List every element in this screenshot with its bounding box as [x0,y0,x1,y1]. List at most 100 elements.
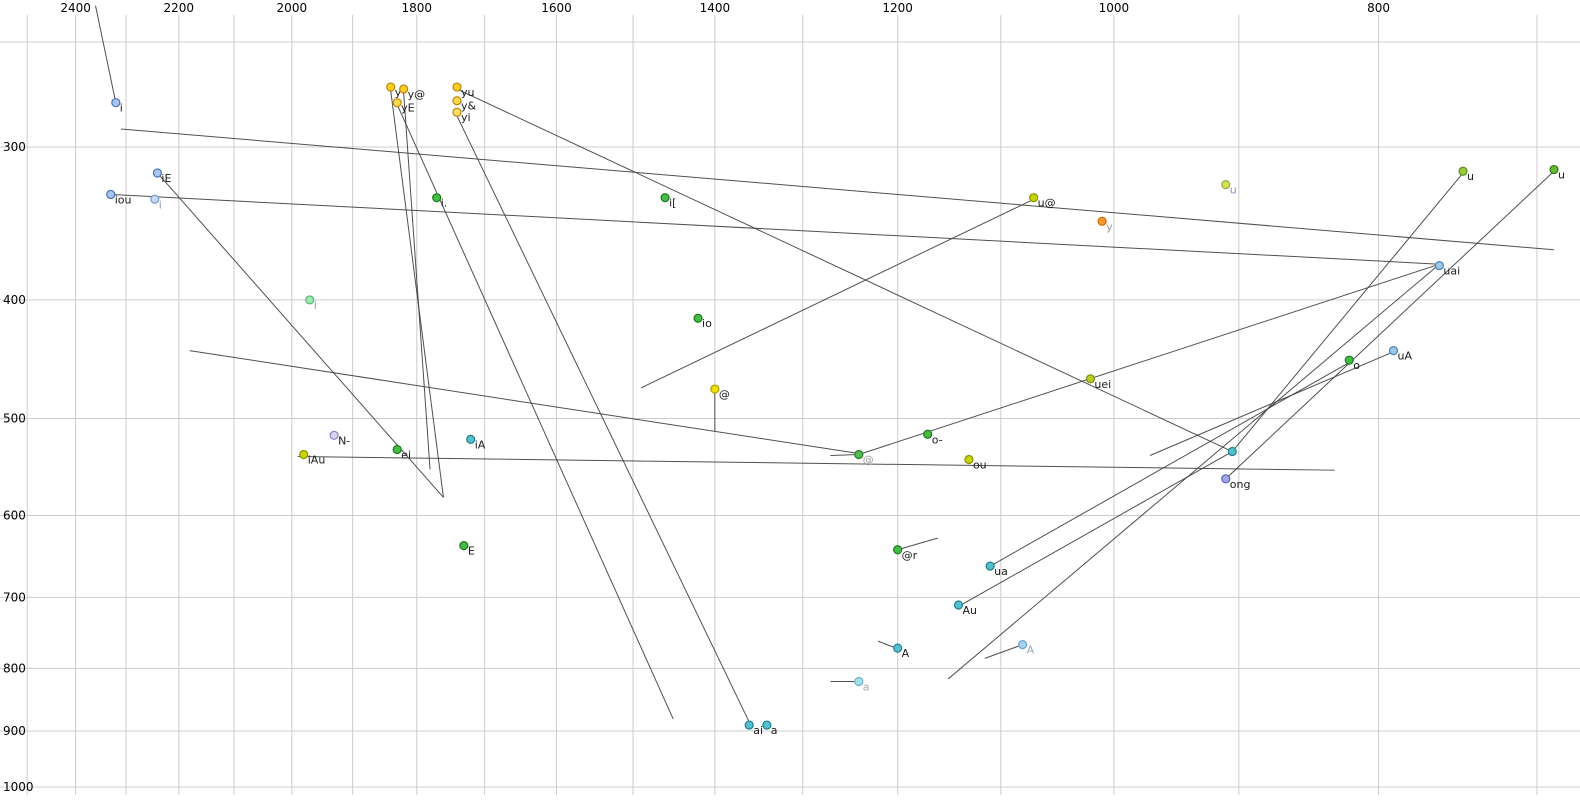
data-point-iE[interactable] [152,168,163,178]
data-point-iA[interactable] [466,434,476,445]
data-point-A[interactable] [1018,640,1028,650]
data-point-uA[interactable] [1388,345,1399,356]
x-tick-label: 800 [1367,1,1390,15]
point-label: N- [338,434,350,447]
trajectory-line [456,115,750,723]
data-point-@r[interactable] [893,545,903,555]
data-point-iAu[interactable] [299,449,309,460]
trajectory-line [403,92,431,470]
data-point-yu[interactable] [452,82,462,92]
data-point-N-[interactable] [329,430,339,440]
data-point-yE[interactable] [392,98,402,108]
trajectory-line [456,88,1233,452]
x-tick-label: 2400 [60,1,91,15]
data-point-io[interactable] [693,313,703,323]
point-label: Au [963,604,978,617]
data-point-y[interactable] [386,82,396,92]
data-point-iou[interactable] [106,189,116,200]
data-point-o-[interactable] [923,429,933,439]
trajectory-line [947,263,1440,680]
data-point-ong[interactable] [1221,474,1231,484]
point-label: yi [461,111,471,124]
data-point-i[interactable] [111,98,121,108]
data-point-a[interactable] [762,720,772,730]
point-label: u [1230,184,1237,197]
point-label: i. [441,197,448,210]
data-point-ou[interactable] [964,454,974,465]
trajectory-line [1231,172,1464,452]
trajectory-line [297,456,1335,471]
point-label: @ [863,454,874,467]
point-label: iA [475,438,486,451]
point-label: u [1467,170,1474,183]
data-point-y&[interactable] [452,96,462,106]
point-label: io [702,317,712,330]
point-label: A [902,647,910,660]
y-tick-label: 1000 [3,780,34,794]
point-label: uai [1443,265,1460,278]
data-point-i[[interactable] [660,193,670,203]
data-point-i[interactable] [150,194,160,204]
data-point-u@[interactable] [1029,193,1039,203]
point-label: A [1027,644,1035,657]
point-label: a [771,724,778,737]
point-label: y& [461,100,477,113]
data-point-uai[interactable] [1434,261,1444,271]
point-label: u [1558,169,1565,182]
point-label: ong [1230,478,1251,491]
point-label: @ [719,388,730,401]
data-point-y[interactable] [1097,216,1107,226]
data-point-i[interactable] [305,295,315,305]
data-point-y@[interactable] [399,84,409,94]
trajectory-line [830,454,859,457]
point-label: y [1106,220,1113,233]
data-point-yi[interactable] [452,107,462,117]
x-tick-label: 2200 [164,1,195,15]
point-label: ai [753,724,763,737]
data-point-u[interactable] [1549,164,1559,175]
trajectory-line [858,263,1440,455]
point-label: y [395,86,402,99]
data-point-Au[interactable] [953,600,964,610]
point-label: i [120,102,123,115]
data-point-ai[interactable] [744,720,754,730]
y-tick-label: 500 [3,412,26,426]
trajectory-line [897,537,939,551]
trajectory-line [189,350,859,455]
x-tick-label: 1400 [700,1,731,15]
trajectory-line [958,451,1233,607]
trajectory-line [95,5,117,103]
data-point-uei[interactable] [1085,374,1096,384]
data-point-a[interactable] [854,676,864,687]
data-point-@[interactable] [710,384,720,394]
point-label: iAu [308,454,326,467]
point-label: y@ [408,88,426,101]
y-tick-label: 300 [3,140,26,154]
data-point-i.[interactable] [432,193,442,203]
point-label: iE [161,172,171,185]
data-point-u[interactable] [1221,180,1231,190]
x-tick-label: 1200 [882,1,913,15]
point-label: ei [401,449,411,462]
y-tick-label: 900 [3,724,26,738]
point-label: ou [973,458,987,471]
point-label: ua [994,565,1008,578]
data-point-@[interactable] [854,449,864,460]
data-point-E[interactable] [459,541,469,551]
point-label: o [1353,359,1360,372]
data-point-A[interactable] [893,643,903,653]
point-label: iou [115,193,132,206]
data-point-ua[interactable] [985,561,995,571]
data-point-u[interactable] [1458,166,1468,176]
x-tick-label: 1800 [402,1,433,15]
data-point-unlabeled[interactable] [1227,446,1237,457]
trajectory-line [984,644,1023,659]
point-label: E [468,545,475,558]
trajectory-line [396,104,674,720]
x-tick-label: 2000 [277,1,308,15]
trajectory-line [640,198,1034,389]
data-point-ei[interactable] [392,444,402,455]
data-point-o[interactable] [1344,355,1354,365]
x-tick-label: 1600 [541,1,572,15]
